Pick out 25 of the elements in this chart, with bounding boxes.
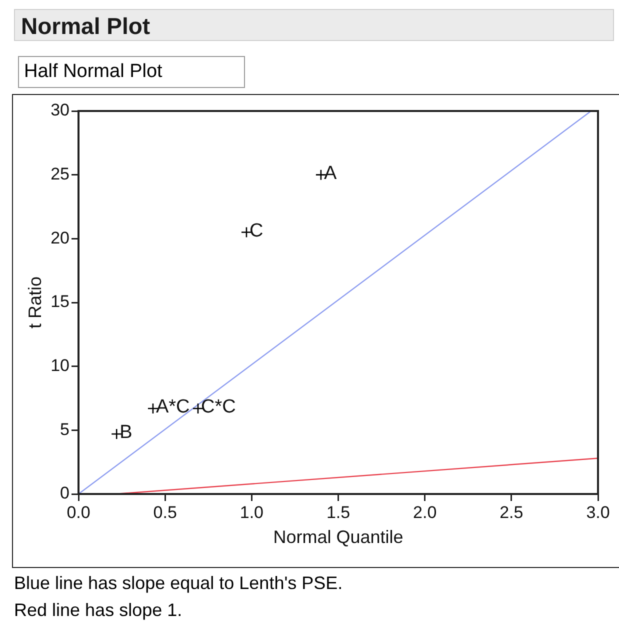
y-tick-label: 0: [60, 484, 70, 503]
x-tick-label: 0.5: [153, 502, 177, 522]
annotation: A*C: [156, 396, 190, 418]
x-tick-label: 0.0: [66, 502, 90, 522]
y-tick-label: 15: [50, 292, 70, 312]
text: Blue line has slope equal to Lenth's PSE.: [14, 572, 343, 595]
x-tick-label: 3.0: [586, 502, 610, 522]
y-tick-label: 5: [60, 420, 70, 439]
chart-title: Normal Plot: [14, 9, 614, 41]
annotation: C: [249, 220, 264, 242]
x-axis-title: Normal Quantile: [273, 527, 404, 548]
x-tick-label: 2.0: [413, 502, 437, 522]
annotation: C*C: [200, 396, 236, 418]
text: Red line has slope 1.: [14, 599, 184, 622]
y-tick-label: 20: [50, 228, 70, 248]
annotation: A: [324, 163, 337, 184]
annotation: B: [120, 422, 132, 444]
x-tick-label: 1.5: [326, 502, 350, 522]
x-tick-label: 1.0: [240, 502, 264, 522]
y-tick-label: 30: [50, 100, 70, 120]
y-axis-title: t Ratio: [24, 276, 45, 329]
x-tick-label: 2.5: [500, 502, 524, 522]
y-tick-label: 10: [50, 356, 70, 376]
y-tick-label: 25: [50, 164, 70, 184]
chart-subtitle: Half Normal Plot: [18, 56, 245, 88]
